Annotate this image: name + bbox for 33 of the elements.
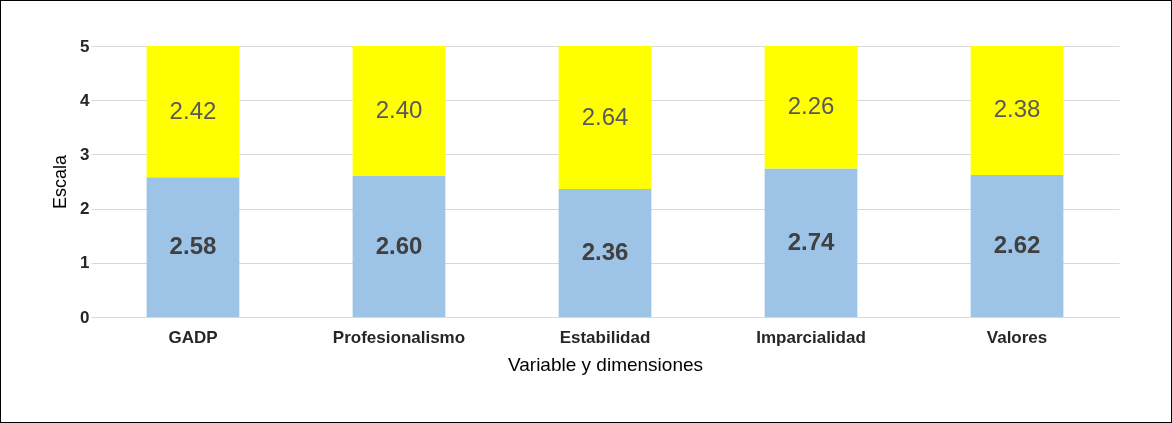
bar xyxy=(764,168,858,317)
y-tick-label: 5 xyxy=(80,36,90,56)
bar xyxy=(146,46,240,178)
x-axis-title: Variable y dimensiones xyxy=(507,353,704,375)
bar xyxy=(352,176,446,317)
bar xyxy=(352,46,446,177)
x-tick-label: GADP xyxy=(168,327,218,347)
y-tick-label: 0 xyxy=(80,307,90,327)
bar xyxy=(970,46,1064,175)
x-tick-label: Valores xyxy=(986,327,1048,347)
data-label: 2.26 xyxy=(787,92,835,120)
y-tick-label: 3 xyxy=(80,144,90,164)
bar xyxy=(764,46,858,169)
x-tick-label: Profesionalismo xyxy=(332,327,466,347)
y-tick-label: 1 xyxy=(80,253,90,273)
data-label: 2.38 xyxy=(993,95,1041,123)
data-label: 2.42 xyxy=(169,96,217,124)
x-tick-label: Imparcialidad xyxy=(756,327,866,347)
data-label: 2.74 xyxy=(787,227,836,255)
bar xyxy=(558,46,652,190)
bar xyxy=(558,189,652,317)
x-tick-label: Estabilidad xyxy=(559,327,651,347)
bar xyxy=(970,175,1064,317)
data-label: 2.36 xyxy=(581,238,629,266)
data-label: 2.58 xyxy=(169,232,217,260)
data-label: 2.40 xyxy=(375,96,423,124)
data-label: 2.62 xyxy=(993,231,1041,258)
data-label: 2.60 xyxy=(375,231,423,259)
data-label: 2.64 xyxy=(581,102,629,130)
y-tick-label: 4 xyxy=(80,90,91,110)
y-tick-label: 2 xyxy=(80,199,90,219)
y-axis-title: Escala xyxy=(50,154,71,210)
bar xyxy=(146,177,240,317)
